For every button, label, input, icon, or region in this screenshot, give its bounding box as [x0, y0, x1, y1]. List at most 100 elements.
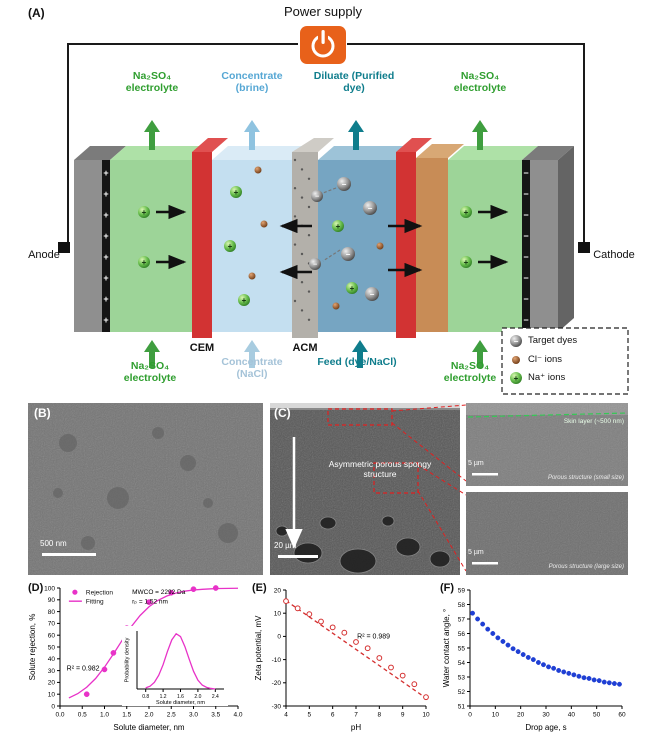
svg-text:80: 80 — [48, 609, 56, 616]
sem-row: (B) (C) 500 nm 20 µm Asymmetric porous s… — [28, 403, 628, 575]
svg-text:−: − — [523, 231, 528, 241]
svg-text:10: 10 — [492, 712, 500, 719]
legend-label-target-dyes: Target dyes — [528, 335, 578, 346]
cathode-label: Cathode — [593, 249, 635, 261]
na-ions: + + + + + + + + + — [138, 186, 472, 306]
acm-membrane — [292, 138, 334, 338]
panel-e: (E) 4 5 6 7 8 9 10 -30 -20 -10 0 10 20 pH Zeta potenti… — [252, 582, 434, 732]
svg-text:20: 20 — [274, 587, 282, 594]
svg-text:Zeta potential, mV: Zeta potential, mV — [254, 615, 263, 681]
svg-text:Fitting: Fitting — [86, 598, 104, 605]
svg-text:7: 7 — [354, 712, 358, 719]
cem-membrane-right — [396, 138, 432, 338]
svg-text:90: 90 — [48, 597, 56, 604]
panel-d: (D) 0.0 0.5 1.0 1.5 2.0 2.5 3.0 3.5 4.0 0 10 20 30 40… — [26, 582, 244, 732]
svg-text:52: 52 — [458, 689, 466, 696]
electrodialysis-diagram: + + + + + + + + — [58, 26, 629, 395]
dye-molecules: − − − − − − — [309, 177, 379, 301]
legend-na-icon: + — [510, 372, 522, 384]
svg-text:+: + — [103, 294, 108, 304]
svg-text:51: 51 — [458, 703, 466, 710]
scale-bar-inset-top — [472, 473, 498, 476]
svg-text:50: 50 — [593, 712, 601, 719]
svg-text:−: − — [523, 189, 528, 199]
svg-text:−: − — [342, 180, 347, 189]
svg-text:1.0: 1.0 — [100, 712, 109, 719]
power-wire-left — [67, 43, 298, 244]
svg-text:2.5: 2.5 — [167, 712, 176, 719]
anode-connector — [58, 242, 70, 253]
anode-label: Anode — [28, 249, 60, 261]
pore-size-distribution-inset: 0.8 1.2 1.6 2.0 2.4 Solute diameter, nm Probab… — [122, 626, 228, 706]
svg-text:-20: -20 — [272, 680, 282, 687]
scale-text-b: 500 nm — [40, 539, 67, 548]
ion-migration-arrows — [156, 204, 509, 280]
svg-text:−: − — [315, 194, 319, 201]
svg-text:+: + — [464, 258, 469, 267]
panel-d-label: (D) — [28, 582, 44, 594]
inset-bottom-caption: Porous structure (large size) — [548, 564, 624, 570]
feed-arrow-feed — [352, 340, 368, 368]
legend-label-cl-ions: Cl⁻ ions — [528, 354, 563, 365]
svg-text:+: + — [103, 168, 108, 178]
charts-row: (D) 0.0 0.5 1.0 1.5 2.0 2.5 3.0 3.5 4.0 0 10 20 30 40… — [0, 582, 645, 733]
svg-text:+: + — [336, 222, 341, 231]
svg-text:−: − — [523, 315, 528, 325]
zoom-region-outlines — [327, 408, 419, 494]
svg-text:−: − — [523, 210, 528, 220]
power-button-icon — [300, 26, 346, 64]
svg-text:60: 60 — [618, 712, 626, 719]
cl-ions — [248, 166, 384, 310]
svg-text:+: + — [142, 208, 147, 217]
water-contact-angle-chart: 0 10 20 30 40 50 60 51 52 53 54 55 56 57 58 59 Drop age,… — [442, 587, 626, 732]
svg-text:1.6: 1.6 — [177, 694, 184, 700]
sem-image-c — [270, 403, 467, 575]
sem-image-b — [28, 403, 263, 575]
flow-arrow-up-electrolyte-right — [472, 120, 488, 150]
feed-arrow-concentrate — [244, 340, 260, 368]
svg-text:59: 59 — [458, 587, 466, 594]
skin-layer-line — [467, 412, 628, 418]
svg-text:+: + — [242, 296, 247, 305]
svg-text:100: 100 — [44, 585, 55, 592]
svg-text:4: 4 — [284, 712, 288, 719]
legend-cl-icon — [512, 356, 520, 364]
scale-bar-c — [278, 555, 318, 558]
svg-text:30: 30 — [48, 668, 56, 675]
feed-arrow-electrolyte-left — [144, 340, 160, 368]
svg-text:57: 57 — [458, 616, 466, 623]
svg-text:20: 20 — [48, 680, 56, 687]
svg-text:60: 60 — [48, 632, 56, 639]
svg-text:0: 0 — [468, 712, 472, 719]
asymmetric-structure-annotation: Asymmetric porous spongy structure — [328, 459, 432, 479]
svg-text:Rejection: Rejection — [86, 589, 113, 596]
feed-arrow-electrolyte-right — [472, 340, 488, 368]
svg-text:54: 54 — [458, 660, 466, 667]
cathode-connector — [578, 242, 590, 253]
svg-text:8: 8 — [378, 712, 382, 719]
svg-text:56: 56 — [458, 631, 466, 638]
svg-text:0.8: 0.8 — [142, 694, 149, 700]
svg-text:6: 6 — [331, 712, 335, 719]
cem-label: CEM — [189, 342, 215, 354]
top-label-concentrate: Concentrate (brine) — [221, 70, 283, 95]
svg-text:+: + — [234, 188, 239, 197]
anode-electrode: + + + + + + + + — [74, 146, 126, 332]
svg-text:+: + — [103, 189, 108, 199]
bottom-label-concentrate: Concentrate (NaCl) — [221, 356, 283, 381]
electrolyte-compartment-right — [448, 146, 538, 332]
panel-c-label: (C) — [274, 406, 291, 420]
svg-text:50: 50 — [48, 644, 56, 651]
top-label-electrolyte-right: Na₂SO₄ electrolyte — [453, 70, 507, 95]
power-supply-label: Power supply — [283, 4, 363, 19]
sem-inset-top — [466, 403, 628, 486]
svg-text:−: − — [523, 168, 528, 178]
svg-text:−: − — [313, 262, 317, 269]
svg-text:0: 0 — [51, 703, 55, 710]
svg-text:pH: pH — [351, 723, 361, 732]
scale-text-inset-top: 5 µm — [468, 460, 484, 467]
svg-text:-30: -30 — [272, 703, 282, 710]
bottom-label-electrolyte-right: Na₂SO₄ electrolyte — [443, 360, 497, 385]
panel-a: + + + + + + + + — [28, 4, 635, 395]
